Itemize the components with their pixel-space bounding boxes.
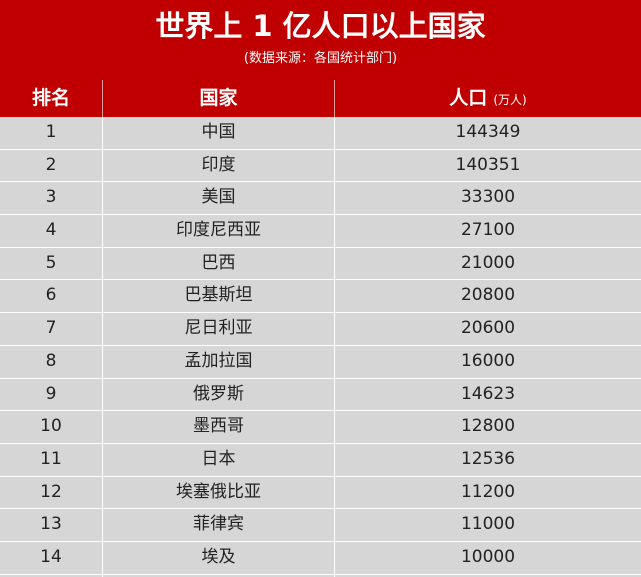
column-divider (102, 117, 103, 577)
country-cell: 印度 (201, 154, 236, 175)
table-header-row: 排名 国家 人口 (万人) (0, 80, 641, 117)
country-cell: 日本 (201, 448, 236, 469)
rank-cell: 6 (45, 285, 57, 306)
country-cell: 孟加拉国 (184, 350, 253, 371)
population-cell: 20600 (460, 318, 516, 339)
population-cell: 12800 (460, 416, 516, 437)
country-cell: 尼日利亚 (184, 318, 253, 339)
table-row: 14 埃及 10000 (0, 542, 641, 575)
population-cell: 12536 (460, 448, 516, 469)
population-cell: 16000 (460, 350, 516, 371)
table-row: 2 印度 140351 (0, 150, 641, 183)
rank-cell: 2 (45, 154, 57, 175)
table-body: 1 中国 144349 2 印度 140351 3 美国 33300 4 印度尼西亚 27100 5 巴西… (0, 117, 641, 575)
column-divider (334, 117, 335, 577)
header-divider (334, 80, 335, 117)
table-row: 13 菲律宾 11000 (0, 509, 641, 542)
table-row: 3 美国 33300 (0, 182, 641, 216)
population-cell: 11200 (460, 481, 516, 502)
table-row: 4 印度尼西亚 27100 (0, 215, 641, 248)
country-cell: 埃及 (201, 546, 236, 567)
table-row: 5 巴西 21000 (0, 248, 641, 281)
rank-cell: 7 (45, 318, 57, 339)
population-cell: 14623 (460, 383, 516, 404)
rank-cell: 13 (40, 514, 62, 535)
population-cell: 10000 (460, 546, 516, 567)
population-cell: 20800 (460, 285, 516, 306)
table-title: 世界上 1 亿人口以上国家 (155, 9, 486, 43)
table-row: 6 巴基斯坦 20800 (0, 280, 641, 314)
rank-cell: 10 (40, 416, 62, 437)
table-row: 7 尼日利亚 20600 (0, 313, 641, 346)
header-divider (102, 80, 103, 117)
table-row: 10 墨西哥 12800 (0, 411, 641, 444)
population-cell: 33300 (460, 187, 516, 208)
table-row: 9 俄罗斯 14623 (0, 379, 641, 412)
rank-cell: 11 (40, 448, 62, 469)
table-subtitle: (数据来源：各国统计部门) (243, 51, 398, 66)
rank-cell: 9 (45, 383, 57, 404)
rank-cell: 5 (45, 252, 57, 273)
population-cell: 144349 (455, 122, 521, 142)
population-cell: 27100 (460, 220, 516, 241)
rank-cell: 4 (45, 220, 57, 241)
header-country: 国家 (199, 87, 238, 109)
country-cell: 菲律宾 (193, 514, 244, 535)
country-cell: 中国 (201, 122, 236, 142)
country-cell: 巴西 (201, 252, 236, 273)
rank-cell: 8 (45, 350, 57, 371)
country-cell: 美国 (201, 187, 236, 208)
table-row: 12 埃塞俄比亚 11200 (0, 477, 641, 510)
rank-cell: 1 (45, 122, 57, 142)
header-population-unit: (万人) (493, 93, 527, 107)
rank-cell: 12 (40, 481, 62, 502)
rank-cell: 14 (40, 546, 62, 567)
population-cell: 11000 (460, 514, 516, 535)
table-row: 1 中国 144349 (0, 117, 641, 150)
header-rank: 排名 (31, 87, 70, 109)
rank-cell: 3 (45, 187, 57, 208)
population-cell: 140351 (455, 154, 521, 175)
table-row: 11 日本 12536 (0, 444, 641, 477)
population-cell: 21000 (460, 252, 516, 273)
title-band: 世界上 1 亿人口以上国家 (数据来源：各国统计部门) (0, 0, 641, 80)
header-population: 人口 (万人) (335, 80, 641, 117)
country-cell: 埃塞俄比亚 (176, 481, 261, 502)
country-cell: 巴基斯坦 (184, 285, 253, 306)
country-cell: 墨西哥 (193, 416, 244, 437)
country-cell: 俄罗斯 (193, 383, 244, 404)
header-population-label: 人口 (449, 87, 488, 109)
table-row: 8 孟加拉国 16000 (0, 346, 641, 379)
country-cell: 印度尼西亚 (176, 220, 261, 241)
